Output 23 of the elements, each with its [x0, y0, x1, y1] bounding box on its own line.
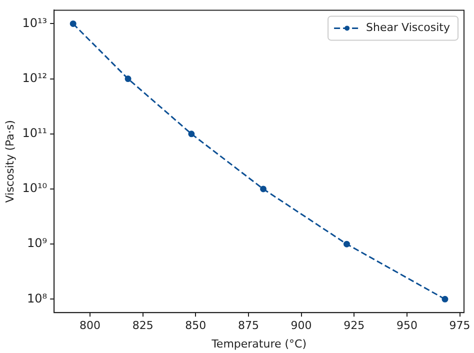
legend-label: Shear Viscosity — [366, 21, 450, 34]
x-tick-label: 900 — [290, 319, 312, 332]
x-tick-label: 850 — [185, 319, 206, 332]
point — [124, 76, 132, 82]
point — [70, 20, 76, 27]
point — [343, 240, 350, 248]
x-tick-label: 950 — [396, 319, 418, 332]
y-tick-label: 10¹² — [22, 70, 48, 85]
x-tick-label: 825 — [132, 319, 154, 332]
point — [260, 186, 267, 192]
x-tick-label: 800 — [80, 319, 101, 332]
y-tick-label: 10⁹ — [26, 236, 48, 250]
point — [442, 296, 448, 302]
y-tick-label: 10¹¹ — [22, 126, 48, 140]
y-tick-label: 10⁸ — [26, 291, 48, 306]
y-tick-label: 10¹³ — [22, 16, 48, 30]
x-axis-title: Temperature (°C) — [210, 337, 307, 350]
y-axis-title: Viscosity (Pa·s) — [3, 120, 16, 203]
x-tick-label: 925 — [344, 319, 365, 332]
x-tick-label: 875 — [238, 319, 259, 332]
point — [188, 130, 195, 138]
y-tick-label: 10¹⁰ — [22, 181, 48, 196]
x-tick-label: 975 — [449, 319, 470, 332]
